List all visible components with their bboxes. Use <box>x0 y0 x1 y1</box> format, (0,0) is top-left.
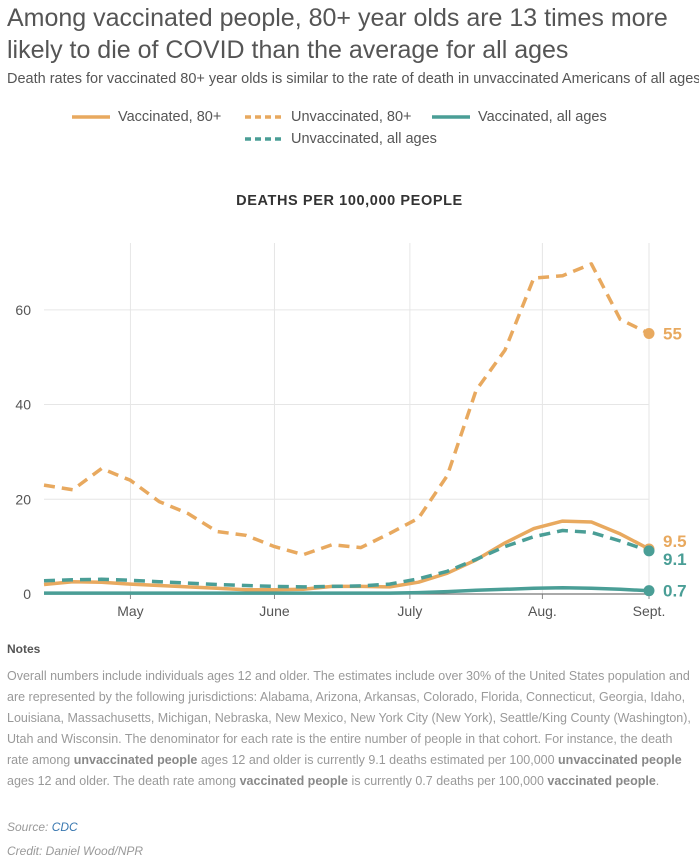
line-chart: 0 20 40 60 May June July Aug. Sept. 55 9.59.1 0.7 <box>15 243 687 619</box>
chart-headline: Among vaccinated people, 80+ year olds a… <box>7 4 668 64</box>
series-end-label: 9.1 <box>663 550 687 569</box>
legend-swatch-dashed-teal <box>245 137 283 141</box>
series-end-label: 0.7 <box>663 582 687 601</box>
legend-item-vaccinated-80: Vaccinated, 80+ <box>72 109 221 125</box>
series-end-label: 55 <box>663 325 682 344</box>
legend-swatch-solid-orange <box>72 115 110 119</box>
legend-label: Vaccinated, 80+ <box>118 109 222 125</box>
notes-text: Overall numbers include individuals ages… <box>7 669 691 788</box>
legend-swatch-solid-teal <box>432 115 470 119</box>
chart-subtitle: Death rates for vaccinated 80+ year olds… <box>7 71 699 87</box>
y-tick-label: 20 <box>15 491 31 507</box>
source-link[interactable]: CDC <box>51 820 78 834</box>
notes-heading: Notes <box>7 642 41 656</box>
credit-line: Credit: Daniel Wood/NPR <box>7 844 144 858</box>
series-line <box>44 586 650 595</box>
y-tick-label: 0 <box>23 586 31 602</box>
x-tick-label: May <box>117 603 143 619</box>
series-line <box>43 528 650 589</box>
x-tick-label: June <box>259 603 290 619</box>
series-end-marker <box>643 545 655 557</box>
legend-item-vaccinated-all: Vaccinated, all ages <box>432 109 607 125</box>
series-end-label: 9.5 <box>663 532 687 551</box>
x-tick-label: July <box>397 603 422 619</box>
legend-label: Unvaccinated, 80+ <box>291 109 412 125</box>
legend-swatch-dashed-orange <box>245 115 283 119</box>
x-tick-label: Sept. <box>633 603 666 619</box>
legend-label: Vaccinated, all ages <box>478 109 607 125</box>
series-line <box>43 519 650 592</box>
legend-item-unvaccinated-80: Unvaccinated, 80+ <box>245 109 412 125</box>
source-line: Source: CDC <box>7 820 78 834</box>
series-end-marker <box>643 585 655 597</box>
series-end-marker <box>643 328 655 340</box>
series-line <box>43 262 650 557</box>
legend-label: Unvaccinated, all ages <box>291 131 437 147</box>
chart-title: DEATHS PER 100,000 PEOPLE <box>236 193 463 209</box>
y-tick-label: 60 <box>15 302 31 318</box>
legend-item-unvaccinated-all: Unvaccinated, all ages <box>245 131 437 147</box>
y-tick-label: 40 <box>15 397 31 413</box>
x-tick-label: Aug. <box>528 603 557 619</box>
